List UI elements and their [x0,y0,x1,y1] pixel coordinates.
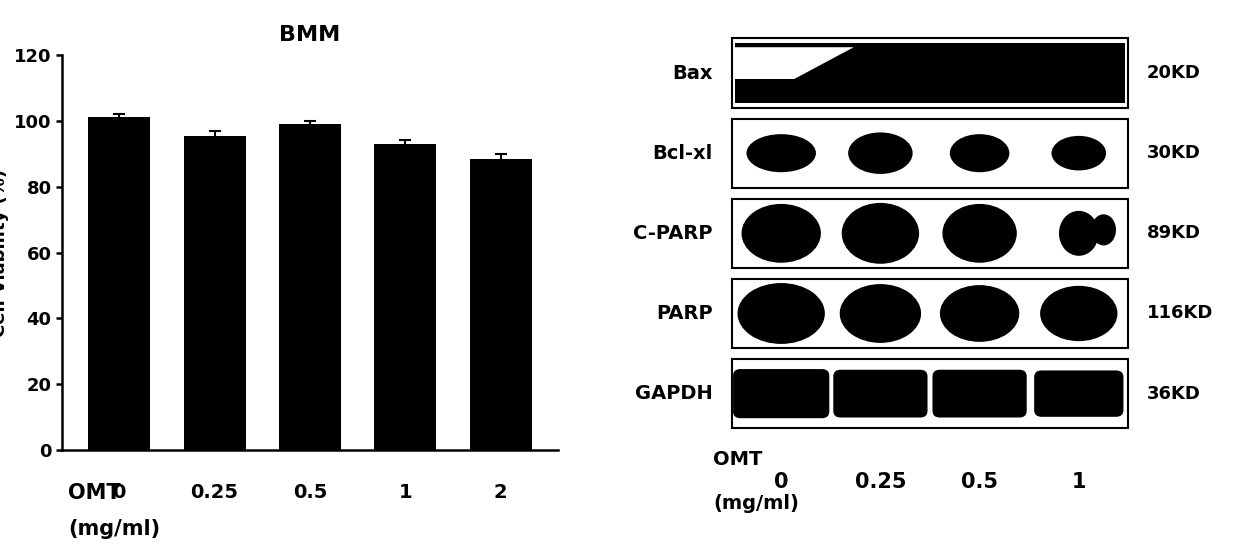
Ellipse shape [1040,286,1117,341]
FancyBboxPatch shape [734,43,1126,103]
Text: OMT: OMT [68,483,120,503]
Text: 0: 0 [774,472,789,492]
Ellipse shape [742,204,821,263]
FancyBboxPatch shape [732,38,1128,108]
Ellipse shape [1052,136,1106,171]
FancyBboxPatch shape [833,370,928,418]
Text: OMT: OMT [713,450,763,469]
Text: (mg/ml): (mg/ml) [713,494,799,513]
Text: 0.25: 0.25 [191,483,238,502]
Bar [279,124,341,450]
Text: 116KD: 116KD [1147,305,1214,322]
Ellipse shape [842,203,919,264]
Text: 36KD: 36KD [1147,385,1200,402]
FancyBboxPatch shape [732,279,1128,348]
Text: 30KD: 30KD [1147,144,1200,162]
FancyBboxPatch shape [733,369,830,418]
Text: GAPDH: GAPDH [635,384,713,403]
Polygon shape [734,47,853,79]
Text: Bcl-xl: Bcl-xl [652,144,713,163]
Text: 20KD: 20KD [1147,64,1200,82]
Y-axis label: Cell Viability (%): Cell Viability (%) [0,169,9,337]
Text: C-PARP: C-PARP [634,224,713,243]
Ellipse shape [1091,214,1116,245]
Ellipse shape [942,204,1017,263]
Ellipse shape [1059,211,1099,256]
Text: 0.5: 0.5 [293,483,327,502]
FancyBboxPatch shape [732,119,1128,188]
Ellipse shape [746,134,816,172]
Text: 89KD: 89KD [1147,225,1202,242]
Ellipse shape [738,283,825,344]
Text: (mg/ml): (mg/ml) [68,519,160,539]
Bar [88,117,150,450]
FancyBboxPatch shape [1034,371,1123,417]
FancyBboxPatch shape [732,359,1128,428]
Text: PARP: PARP [656,304,713,323]
Ellipse shape [950,134,1009,172]
Text: Bax: Bax [672,64,713,82]
Bar [470,159,532,450]
Text: 1: 1 [1071,472,1086,492]
Ellipse shape [940,285,1019,342]
FancyBboxPatch shape [932,370,1027,418]
Ellipse shape [848,132,913,174]
Bar [374,144,436,450]
Text: 1: 1 [398,483,412,502]
Text: 0.5: 0.5 [961,472,998,492]
Ellipse shape [839,284,921,343]
Title: BMM: BMM [279,25,341,45]
Bar [184,136,246,450]
Text: 0.25: 0.25 [854,472,906,492]
Text: 2: 2 [494,483,507,502]
FancyBboxPatch shape [732,199,1128,268]
Text: 0: 0 [113,483,126,502]
